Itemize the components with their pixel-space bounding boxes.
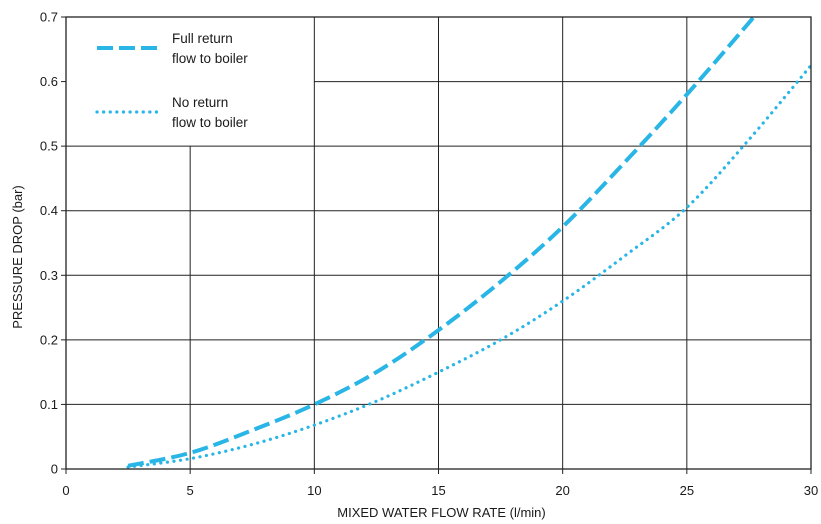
series-group — [126, 15, 813, 469]
data-point-0-4 — [375, 371, 378, 374]
data-point-0-2 — [251, 429, 254, 432]
data-point-1-0 — [127, 466, 130, 469]
x-tick-label-0: 0 — [62, 483, 69, 498]
x-tick-label-2: 10 — [307, 483, 321, 498]
series-line-0 — [127, 15, 756, 468]
y-tick-label-5: 0.5 — [40, 139, 58, 154]
data-point-0-6 — [499, 280, 502, 283]
y-axis-ticks: 0 0.1 0.2 0.3 0.4 0.5 0.6 0.7 — [40, 10, 66, 477]
legend-label-0-0: Full return — [172, 31, 233, 46]
data-point-1-4 — [375, 400, 378, 403]
data-point-0-9 — [685, 93, 688, 96]
data-point-0-3 — [313, 403, 316, 406]
data-point-1-2 — [251, 443, 254, 446]
x-tick-label-5: 25 — [680, 483, 694, 498]
x-axis-ticks: 0 5 10 15 20 25 30 — [62, 469, 818, 498]
x-axis-title: MIXED WATER FLOW RATE (l/min) — [337, 505, 545, 520]
y-tick-label-3: 0.3 — [40, 268, 58, 283]
data-point-1-1 — [189, 457, 192, 460]
y-tick-label-4: 0.4 — [40, 203, 58, 218]
data-point-0-8 — [623, 161, 626, 164]
grid — [66, 17, 811, 469]
legend-label-1-1: flow to boiler — [172, 115, 248, 130]
data-point-0-5 — [437, 329, 440, 332]
y-tick-label-1: 0.1 — [40, 397, 58, 412]
legend-label-1-0: No return — [172, 95, 228, 110]
data-point-1-6 — [499, 338, 502, 341]
data-point-0-1 — [189, 451, 192, 454]
data-point-1-9 — [685, 206, 688, 209]
legend: Full return flow to boiler No return flow t… — [95, 31, 248, 130]
y-axis-title: PRESSURE DROP (bar) — [10, 185, 25, 329]
data-point-1-7 — [561, 300, 564, 303]
y-tick-label-0: 0 — [51, 462, 58, 477]
x-tick-label-1: 5 — [187, 483, 194, 498]
x-tick-label-6: 30 — [804, 483, 818, 498]
data-point-1-8 — [623, 254, 626, 257]
y-tick-label-7: 0.7 — [40, 10, 58, 25]
data-point-1-5 — [437, 371, 440, 374]
y-tick-label-6: 0.6 — [40, 74, 58, 89]
data-point-1-10 — [747, 138, 750, 141]
x-tick-label-3: 15 — [431, 483, 445, 498]
series-line-1 — [126, 63, 813, 469]
y-tick-label-2: 0.2 — [40, 332, 58, 347]
data-point-1-3 — [313, 424, 316, 427]
x-tick-label-4: 20 — [555, 483, 569, 498]
legend-label-0-1: flow to boiler — [172, 51, 248, 66]
data-point-0-7 — [561, 225, 564, 228]
